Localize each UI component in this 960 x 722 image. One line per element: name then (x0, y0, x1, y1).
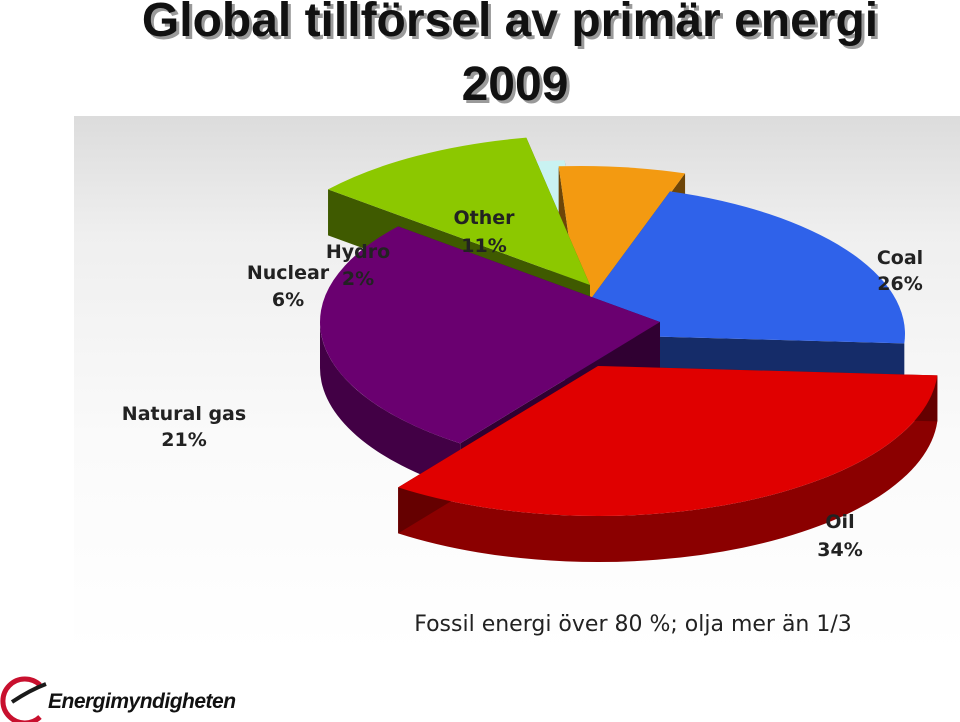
slice-name-natural-gas: Natural gas (122, 403, 246, 425)
slice-value-hydro: 2% (342, 268, 374, 290)
chart-footnote: Fossil energi över 80 %; olja mer än 1/3 (414, 612, 852, 637)
slice-value-coal: 26% (877, 273, 922, 295)
slice-name-hydro: Hydro (326, 241, 390, 263)
slice-value-oil: 34% (817, 539, 862, 561)
slice-name-oil: Oil (825, 511, 854, 533)
slice-name-nuclear: Nuclear (247, 262, 330, 284)
pie-slices (319, 137, 938, 562)
slice-name-other: Other (453, 207, 515, 229)
pie-labels: Oil 34% Coal 26% Other 11% Hydro 2% Nuclear 6% Nat… (122, 207, 923, 561)
energimyndigheten-logo-icon (0, 676, 47, 722)
page-subtitle-year: 2009 (461, 58, 569, 111)
slice-value-natural-gas: 21% (161, 429, 206, 451)
page-title: Global tillförsel av primär energi (141, 0, 879, 47)
slice-name-coal: Coal (877, 247, 923, 269)
pie-slice-oil (398, 366, 938, 562)
slice-value-nuclear: 6% (272, 289, 304, 311)
logo-text: Energimyndigheten (48, 690, 236, 713)
slice-value-other: 11% (461, 235, 506, 257)
